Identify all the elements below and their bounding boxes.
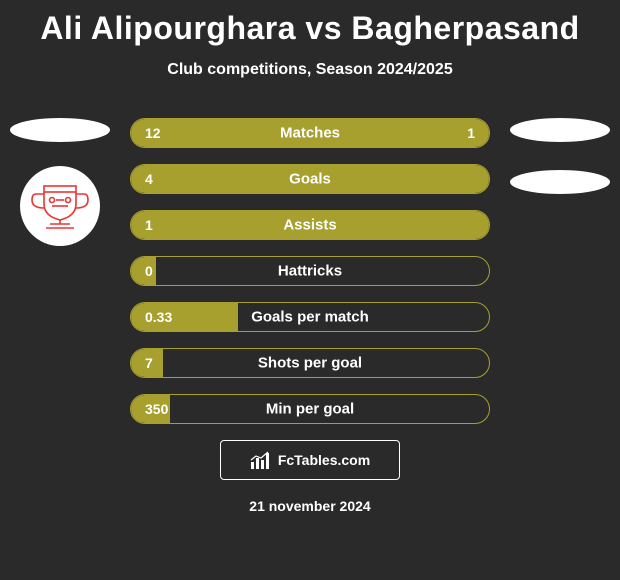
- stat-label: Assists: [131, 217, 489, 234]
- right-player-column: [510, 118, 610, 194]
- footer-date: 21 november 2024: [0, 498, 620, 514]
- stat-label: Goals per match: [131, 309, 489, 326]
- stat-row-hattricks: 0 Hattricks: [130, 256, 490, 286]
- title-text: Ali Alipourghara vs Bagherpasand: [40, 10, 579, 46]
- stat-row-goals-per-match: 0.33 Goals per match: [130, 302, 490, 332]
- stat-label: Min per goal: [131, 401, 489, 418]
- stat-row-assists: 1 Assists: [130, 210, 490, 240]
- footer-brand-text: FcTables.com: [278, 452, 370, 468]
- stat-label: Hattricks: [131, 263, 489, 280]
- left-player-badge: [20, 166, 100, 246]
- stat-label: Goals: [131, 171, 489, 188]
- stat-rows: 12 Matches 1 4 Goals 1 Assists 0 Hattric…: [130, 118, 490, 440]
- trophy-icon: [30, 182, 90, 230]
- footer-brand-badge[interactable]: FcTables.com: [220, 440, 400, 480]
- subtitle-text: Club competitions, Season 2024/2025: [167, 61, 452, 78]
- stat-row-shots-per-goal: 7 Shots per goal: [130, 348, 490, 378]
- stat-row-goals: 4 Goals: [130, 164, 490, 194]
- stat-label: Shots per goal: [131, 355, 489, 372]
- page-title: Ali Alipourghara vs Bagherpasand: [0, 0, 620, 47]
- right-player-ellipse-bottom: [510, 170, 610, 194]
- stat-row-matches: 12 Matches 1: [130, 118, 490, 148]
- stat-row-min-per-goal: 350 Min per goal: [130, 394, 490, 424]
- footer-date-text: 21 november 2024: [249, 498, 370, 514]
- stat-right-value: 1: [467, 125, 475, 141]
- stat-label: Matches: [131, 125, 489, 142]
- left-player-column: [10, 118, 110, 246]
- left-player-ellipse: [10, 118, 110, 142]
- right-player-ellipse-top: [510, 118, 610, 142]
- chart-bars-icon: [250, 451, 272, 469]
- page-subtitle: Club competitions, Season 2024/2025: [0, 61, 620, 79]
